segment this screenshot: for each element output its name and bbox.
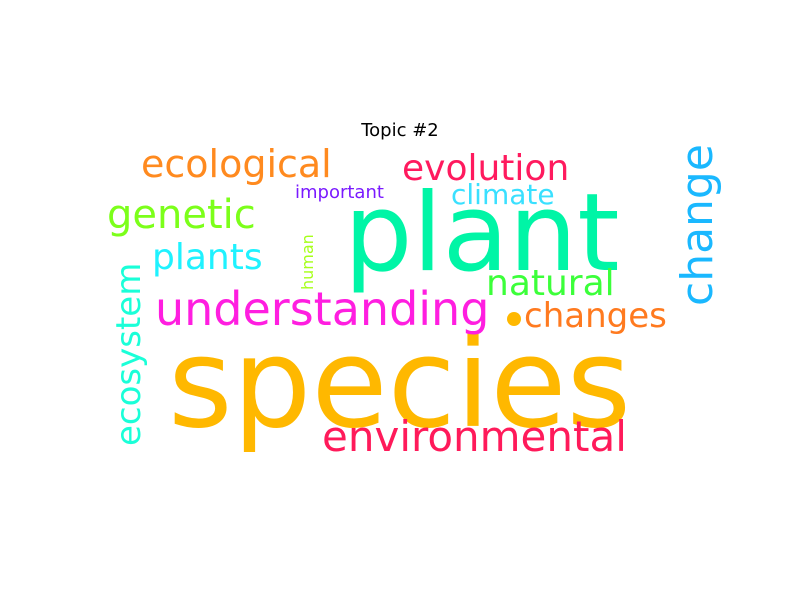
word-natural: natural: [486, 263, 615, 304]
word-climate: climate: [451, 178, 555, 211]
word-environmental: environmental: [322, 412, 627, 461]
word-understanding: understanding: [155, 282, 490, 336]
word-human: human: [298, 234, 317, 290]
dot-mark: [507, 312, 521, 326]
word-genetic: genetic: [107, 192, 256, 238]
word-ecological: ecological: [141, 142, 332, 186]
word-plants: plants: [152, 237, 263, 278]
word-species: species: [168, 312, 632, 456]
word-evolution: evolution: [402, 148, 570, 189]
word-plant: plant: [344, 171, 620, 296]
word-changes: changes: [524, 296, 667, 336]
word-important: important: [295, 182, 384, 203]
word-change: change: [672, 144, 723, 306]
chart-title: Topic #2: [361, 120, 439, 141]
word-ecosystem: ecosystem: [109, 262, 149, 446]
